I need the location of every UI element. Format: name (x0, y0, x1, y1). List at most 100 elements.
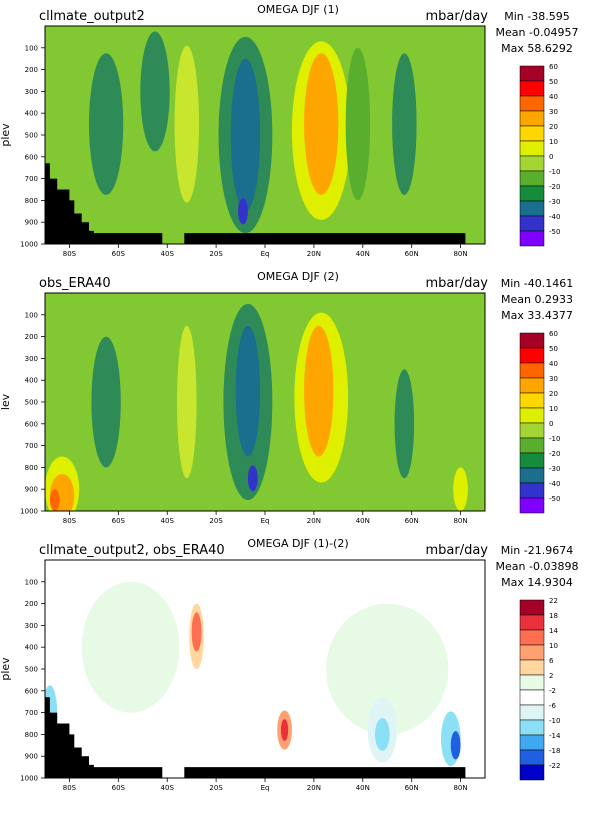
contour-field-8 (375, 718, 390, 751)
colorbar-swatch (519, 719, 545, 736)
colorbar-swatch (519, 689, 545, 706)
y-tick-label: 100 (25, 311, 38, 319)
x-tick-label: 80N (453, 784, 467, 792)
x-tick-label: 20S (209, 517, 223, 525)
y-tick-label: 400 (25, 377, 38, 385)
colorbar-swatch (519, 764, 545, 781)
colorbar-swatch (519, 125, 545, 142)
colorbar-level-label: 60 (549, 63, 558, 71)
colorbar-swatch (519, 749, 545, 766)
colorbar-swatch (519, 362, 545, 379)
panel-left-label: cllmate_output2, obs_ERA40 (39, 543, 225, 558)
colorbar-swatch (519, 110, 545, 127)
colorbar-level-label: 60 (549, 330, 558, 338)
x-tick-label: 20S (209, 784, 223, 792)
y-tick-label: 300 (25, 355, 38, 363)
stat-mean: Mean -0.03898 (496, 560, 579, 573)
colorbar-level-label: 30 (549, 375, 558, 383)
x-tick-label: 80S (63, 517, 77, 525)
colorbar-level-label: -10 (549, 168, 560, 176)
contour-field-8 (304, 53, 339, 195)
contour-field-10 (450, 731, 461, 760)
colorbar-swatch (519, 674, 545, 691)
y-axis-label: plev (0, 123, 12, 147)
contour-field-1 (81, 581, 180, 713)
y-axis-label: plev (0, 657, 12, 681)
colorbar-level-label: -14 (549, 732, 561, 740)
colorbar-level-label: -40 (549, 213, 560, 221)
units-label: mbar/day (425, 543, 488, 558)
contour-field-1 (89, 53, 124, 195)
colorbar-level-label: 30 (549, 108, 558, 116)
y-tick-label: 900 (25, 486, 38, 494)
panel-title: OMEGA DJF (1)-(2) (247, 537, 348, 550)
colorbar-level-label: -20 (549, 183, 560, 191)
colorbar-swatch (519, 155, 545, 172)
y-tick-label: 300 (25, 88, 38, 96)
contour-field-11 (49, 489, 60, 511)
colorbar-level-label: 50 (549, 78, 558, 86)
x-tick-label: 40N (356, 250, 370, 258)
units-label: mbar/day (425, 9, 488, 24)
colorbar-level-label: -30 (549, 198, 560, 206)
stat-mean: Mean 0.2933 (501, 293, 573, 306)
stat-max: Max 58.6292 (501, 42, 573, 55)
colorbar-level-label: -6 (549, 702, 557, 710)
colorbar-level-label: -22 (549, 762, 560, 770)
colorbar-swatch (519, 629, 545, 646)
y-tick-label: 200 (25, 600, 38, 608)
contour-field-2 (140, 31, 170, 152)
colorbar-level-label: -18 (549, 747, 560, 755)
x-tick-label: 60N (405, 517, 419, 525)
colorbar-swatch (519, 185, 545, 202)
x-tick-label: 80S (63, 250, 77, 258)
colorbar-swatch (519, 95, 545, 112)
x-tick-label: Eq (261, 250, 270, 258)
colorbar-swatch (519, 200, 545, 217)
x-tick-label: 40N (356, 784, 370, 792)
x-tick-label: 40S (161, 784, 175, 792)
x-tick-label: 80N (453, 517, 467, 525)
colorbar-level-label: -50 (549, 228, 560, 236)
panel-left-label: obs_ERA40 (39, 276, 111, 291)
colorbar-level-label: 0 (549, 420, 553, 428)
contour-field-2 (177, 325, 197, 479)
colorbar-level-label: 50 (549, 345, 558, 353)
colorbar-level-label: -20 (549, 450, 560, 458)
colorbar-level-label: 0 (549, 153, 553, 161)
y-tick-label: 1000 (20, 508, 38, 516)
stat-min: Min -38.595 (504, 10, 569, 23)
contour-field-10 (345, 47, 371, 201)
y-tick-label: 500 (25, 399, 38, 407)
x-tick-label: 20N (307, 784, 321, 792)
contour-field-5 (230, 58, 261, 212)
colorbar-swatch (519, 332, 545, 349)
colorbar-level-label: -40 (549, 480, 560, 488)
contour-fields (45, 31, 466, 244)
x-tick-label: Eq (261, 517, 270, 525)
colorbar-swatch (519, 215, 545, 232)
colorbar-swatch (519, 407, 545, 424)
colorbar-level-label: -50 (549, 495, 560, 503)
y-tick-label: 1000 (20, 241, 38, 249)
y-tick-label: 400 (25, 110, 38, 118)
y-tick-label: 700 (25, 442, 38, 450)
colorbar-swatch (519, 140, 545, 157)
colorbar-level-label: 22 (549, 597, 558, 605)
colorbar-swatch (519, 734, 545, 751)
contour-field-8 (394, 369, 415, 479)
x-tick-label: 80N (453, 250, 467, 258)
colorbar-swatch (519, 347, 545, 364)
stat-max: Max 33.4377 (501, 309, 573, 322)
colorbar-swatch (519, 230, 545, 247)
contour-field-5 (247, 465, 258, 492)
panel-1: 80S 60S 40S 20S Eq 20N 40N 60N 80N10020030040050… (0, 3, 578, 258)
y-tick-label: 600 (25, 687, 38, 695)
contour-field-4 (235, 325, 261, 457)
stat-min: Min -40.1461 (501, 277, 573, 290)
panel-3: 80S 60S 40S 20S Eq 20N 40N 60N 80N 100 200 300 400 50… (0, 537, 578, 792)
colorbar-level-label: 14 (549, 627, 558, 635)
contour-field-6 (238, 198, 248, 225)
y-tick-label: 600 (25, 153, 38, 161)
